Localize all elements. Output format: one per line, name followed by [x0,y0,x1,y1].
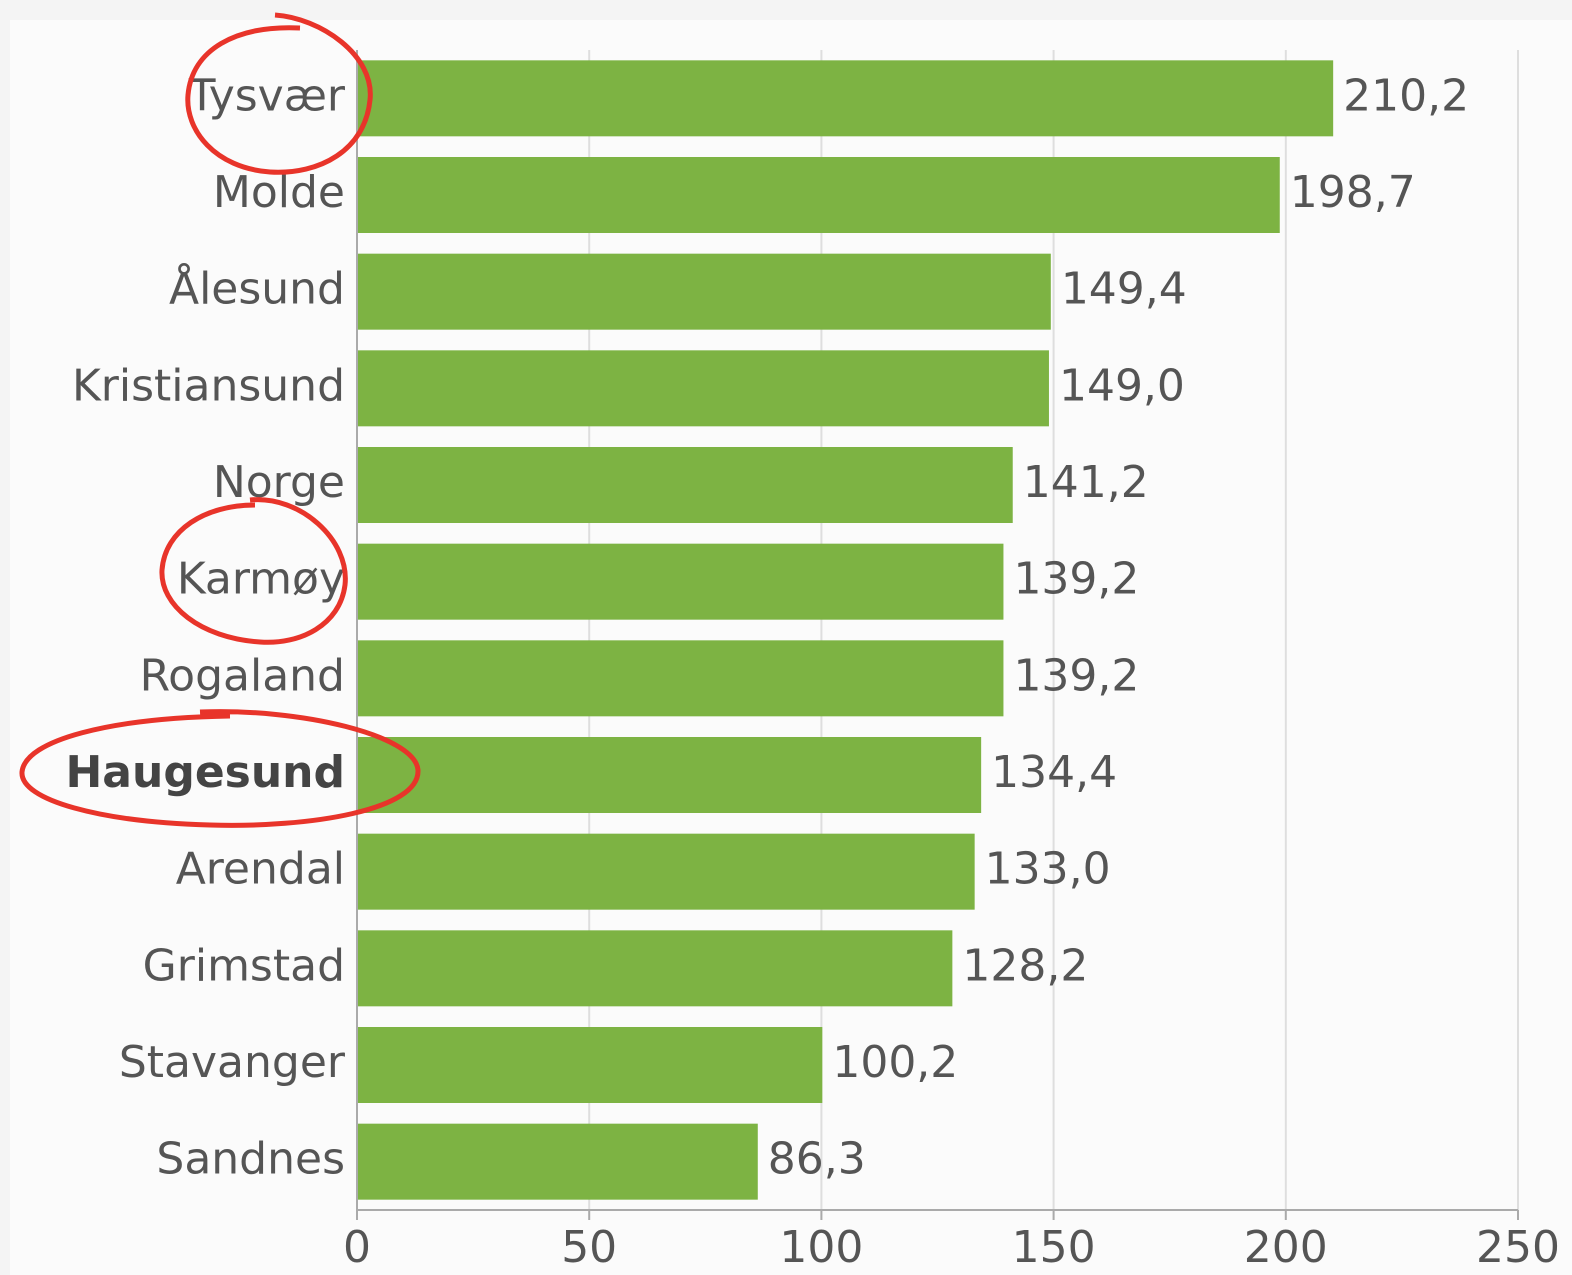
category-label: Grimstad [143,940,345,991]
marks: 0 50 100 150 200 250 Tysvær 210,2 Molde 198,7 Åles… [65,50,1560,1273]
value-label: 86,3 [768,1134,866,1185]
category-label: Norge [213,457,345,508]
value-label: 100,2 [832,1037,958,1088]
bar [357,543,1004,620]
bar [357,833,975,910]
value-label: 149,4 [1061,264,1187,315]
value-label: 128,2 [962,940,1088,991]
x-tick-label: 100 [779,1222,863,1273]
bar [357,1027,823,1103]
value-label: 141,2 [1023,457,1149,508]
category-label: Rogaland [140,650,345,701]
category-label: Molde [213,167,345,218]
value-label: 149,0 [1059,360,1185,411]
bar [357,60,1334,137]
value-label: 210,2 [1343,70,1469,121]
category-label: Kristiansund [72,360,345,411]
annotations [19,12,421,828]
x-tick-label: 250 [1476,1222,1560,1273]
annotation-circle [19,709,421,828]
value-label: 133,0 [985,844,1111,895]
x-tick-label: 0 [343,1222,371,1273]
bar [357,447,1013,523]
category-label: Haugesund [65,747,345,798]
category-label: Ålesund [169,262,345,315]
category-label: Karmøy [177,554,345,605]
annotation-circle [185,12,373,175]
bar [357,930,953,1007]
x-tick-label: 50 [561,1222,617,1273]
value-label: 139,2 [1013,650,1139,701]
category-label: Arendal [176,844,345,895]
bar [357,350,1049,427]
category-label: Sandnes [156,1134,345,1185]
value-label: 198,7 [1290,167,1416,218]
bar [357,640,1004,717]
category-label: Stavanger [119,1037,346,1088]
bar [357,157,1280,233]
annotation-circle [159,497,348,645]
bar [357,1123,758,1200]
value-label: 134,4 [991,747,1117,798]
x-tick-label: 150 [1012,1222,1096,1273]
category-label: Tysvær [188,70,346,121]
bar [357,253,1051,330]
bar [357,737,982,813]
x-tick-label: 200 [1244,1222,1328,1273]
value-label: 139,2 [1013,554,1139,605]
